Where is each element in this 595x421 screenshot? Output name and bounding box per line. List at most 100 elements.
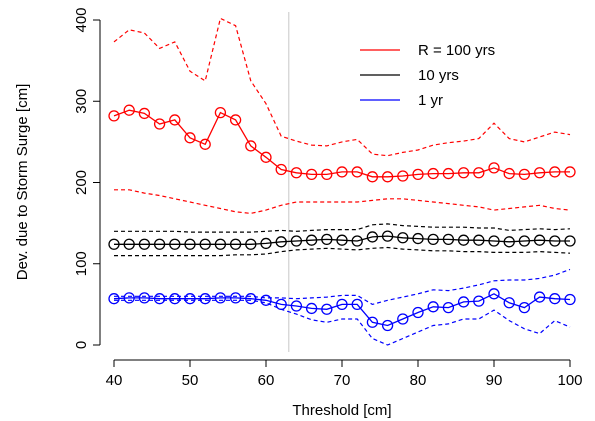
series-2-point [169,293,181,305]
series-1-point [336,234,348,246]
series-0-point [169,114,181,126]
series-1-point [108,238,120,250]
series-2-point [153,293,166,305]
series-2-point [366,316,379,328]
series-0-point [473,167,485,179]
x-axis-title: Threshold [cm] [292,402,391,419]
series-0-point [549,166,561,178]
series-1-point [381,230,394,242]
series-2-point [260,294,272,306]
series-1-point [366,231,379,243]
series-2-point [184,293,196,305]
y-tick-label: 100 [73,251,90,276]
legend-label-1: 10 yrs [418,67,459,84]
series-2-point [473,295,485,307]
series-1-point [351,235,363,247]
series-1-point [321,233,333,246]
series-1-point [184,238,196,250]
series-2-point [321,303,333,315]
series-0-point [123,104,135,116]
y-tick-label: 0 [73,341,90,349]
series-1-point [138,238,151,250]
series-0-line [113,109,570,178]
series-1-point [123,238,135,250]
series-0-point [457,167,470,179]
series-0-point [108,110,120,122]
series-2-point [199,293,211,305]
series-2-point [397,313,409,325]
series-0-point [229,114,242,126]
series-1-point [153,238,166,250]
series-2-point [564,293,576,306]
series-2-point [427,301,439,313]
y-tick-label: 400 [73,7,90,32]
series-0-point [336,166,348,178]
series-2-point [305,302,318,315]
series-0-point [275,163,287,176]
x-tick-label: 100 [557,372,582,389]
series-1-lower-bound [114,246,571,257]
series-2-point [214,292,227,304]
series-2-lower-bound [114,299,571,346]
series-0-point [138,107,151,120]
series-1-point [549,235,561,247]
series-2-point [245,293,257,305]
series-1-point [305,234,318,246]
series-2-point [381,319,394,332]
x-tick-label: 40 [106,372,123,389]
series-1-line [114,235,570,245]
series-0-point [412,168,424,181]
x-tick-label: 80 [410,372,427,389]
series-0-point [397,170,409,182]
x-tick-label: 70 [334,372,351,389]
series-0-point [153,118,166,130]
series-1-point [457,234,470,246]
series-2-line [113,293,571,327]
series-1-point [412,232,424,245]
series-1-point [169,238,181,250]
series-1-point [214,238,227,250]
plot-area [108,12,576,352]
y-axis-title: Dev. due to Storm Surge [cm] [14,84,31,280]
series-0-point [321,168,333,181]
series-2-point [549,293,561,305]
series-1-point [533,234,546,246]
series-0-point [199,138,211,150]
series-1-point [473,234,485,246]
x-tick-label: 50 [182,372,199,389]
series-0-point [564,166,576,178]
series-2-point [123,292,135,304]
series-0-point [305,168,318,181]
series-0-point [290,167,303,179]
series-0-point [184,132,196,144]
series-0-lower-bound [114,189,571,215]
y-tick-label: 300 [73,89,90,114]
series-2-upper-bound [114,268,571,306]
series-2-point [412,306,424,319]
series-2-point [442,301,455,314]
series-2-point [108,293,120,305]
series-2-point [457,296,470,308]
series-1-point [397,232,409,244]
series-2-point [518,301,531,314]
series-0-point [366,171,379,183]
series-1-point [427,233,439,246]
x-tick-label: 60 [258,372,275,389]
series-1-point [442,233,455,246]
series-0-point [518,168,531,181]
series-0-point [351,166,363,178]
series-1-point [290,235,303,247]
series-1-upper-bound [114,223,571,233]
series-0-point [381,171,394,183]
series-1-point [229,238,242,250]
series-1-point [518,235,531,247]
x-tick-label: 90 [486,372,503,389]
series-1-point [245,238,257,250]
series-1-point [564,235,576,247]
series-2-point [533,291,546,303]
axes: 40 50 60 70 80 90 100 0 100 200 300 400 [73,7,583,389]
series-1-point [275,236,287,248]
series-0-upper-bound [113,17,571,157]
series-0-point [260,151,272,163]
